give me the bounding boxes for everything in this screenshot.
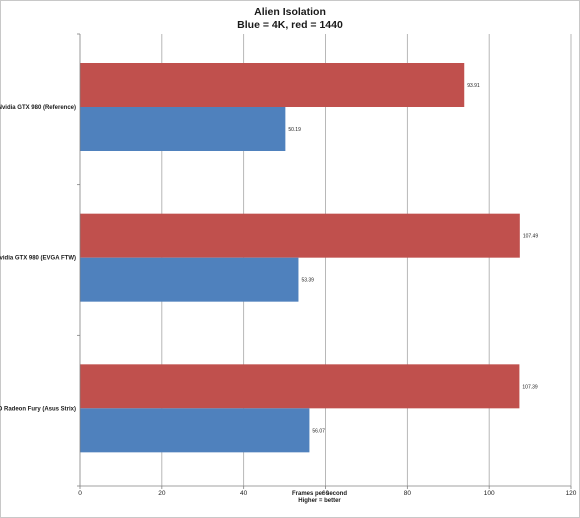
- labels: 0 20 40 60 80 100 120 93.91 50.19 Nvidia GTX 980 …: [0, 83, 577, 504]
- bars: [80, 63, 520, 453]
- data-label: 107.49: [523, 234, 539, 240]
- data-label: 50.19: [288, 127, 301, 133]
- x-tick-label: 80: [404, 490, 412, 497]
- bar: [80, 408, 310, 453]
- x-axis-subtitle: Higher = better: [298, 498, 341, 504]
- chart-title: Alien Isolation: [254, 6, 326, 18]
- data-label: 93.91: [467, 83, 480, 89]
- bar: [80, 63, 465, 107]
- data-label: 107.39: [522, 384, 538, 390]
- bar: [80, 257, 299, 302]
- category-label: Nvidia GTX 980 (Reference): [0, 105, 76, 111]
- chart-subtitle: Blue = 4K, red = 1440: [237, 19, 343, 31]
- x-tick-label: 120: [566, 490, 577, 497]
- axes: [77, 33, 572, 489]
- x-axis-title: Frames per second: [292, 491, 347, 497]
- data-label: 53.39: [301, 278, 314, 284]
- x-tick-label: 60: [322, 490, 330, 497]
- bar: [80, 213, 520, 258]
- x-tick-label: 100: [484, 490, 495, 497]
- bar: [80, 107, 286, 151]
- x-tick-label: 20: [158, 490, 166, 497]
- data-label: 56.07: [312, 428, 325, 434]
- bar: [80, 364, 520, 409]
- x-tick-label: 0: [78, 490, 82, 497]
- x-tick-label: 40: [240, 490, 248, 497]
- category-label: AMD Radeon Fury (Asus Strix): [0, 406, 76, 412]
- category-label: Nvidia GTX 980 (EVGA FTW): [0, 256, 76, 262]
